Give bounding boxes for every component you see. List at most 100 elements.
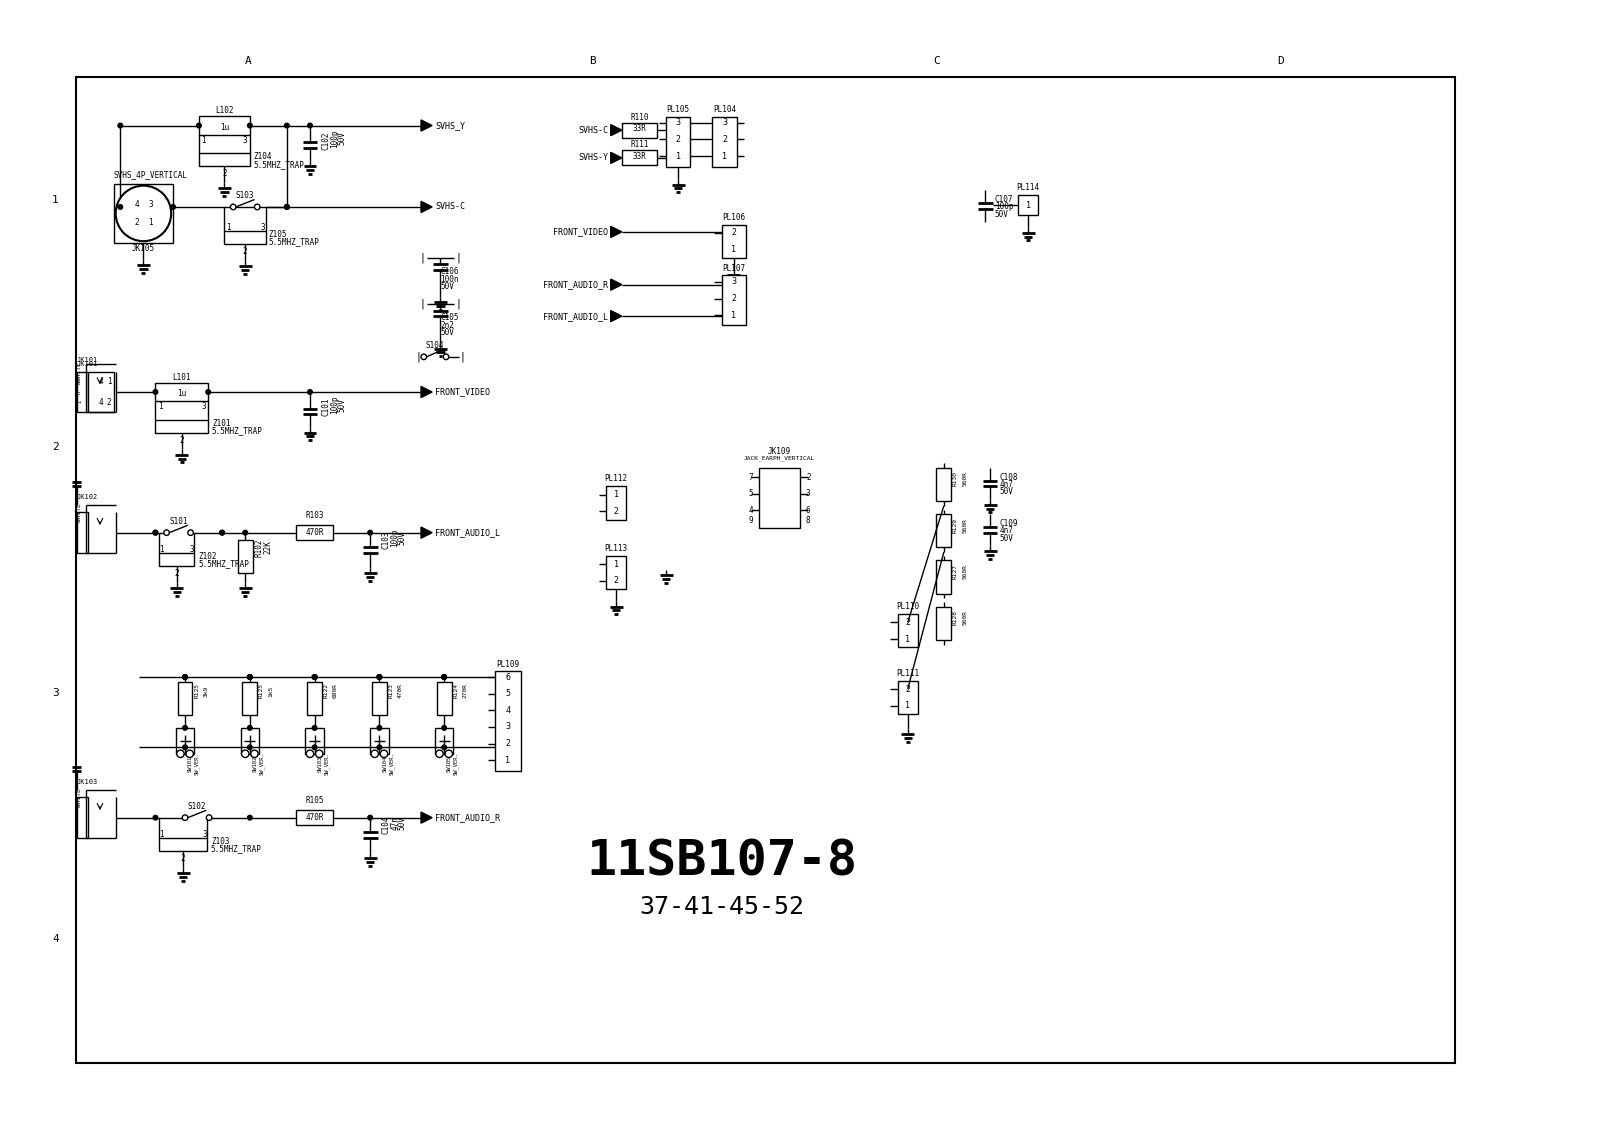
Circle shape [442,675,446,680]
Bar [238,541,253,573]
Text: 4n7: 4n7 [1000,480,1013,489]
Circle shape [378,675,382,680]
Text: 4: 4 [99,398,102,407]
Text: 1: 1 [1026,200,1030,209]
Text: 4: 4 [749,506,754,515]
Circle shape [378,675,382,680]
Text: I: I [77,399,82,403]
Circle shape [182,745,187,750]
Text: 3: 3 [675,119,680,127]
Text: SW101: SW101 [187,756,194,772]
Circle shape [312,675,317,680]
Text: L102: L102 [214,106,234,115]
Text: 22K: 22K [264,541,272,554]
Text: R123: R123 [389,683,394,698]
Circle shape [442,745,446,750]
Circle shape [248,815,253,820]
Circle shape [230,205,235,209]
Text: PL110: PL110 [896,602,920,611]
Bar [296,525,333,541]
Text: C107: C107 [995,195,1013,204]
Text: 2: 2 [731,294,736,303]
Text: 470R: 470R [398,683,403,698]
Circle shape [118,205,123,209]
Text: 1: 1 [906,634,910,644]
Text: R105: R105 [306,796,323,805]
Text: 1: 1 [614,560,619,569]
Text: 37-41-45-52: 37-41-45-52 [640,896,805,920]
Text: |: | [419,299,426,310]
Text: W: W [77,381,82,385]
Text: S103: S103 [235,191,254,200]
Text: 3: 3 [261,223,264,232]
Text: 1u: 1u [178,389,187,398]
Text: 5.5MHZ_TRAP: 5.5MHZ_TRAP [198,560,250,569]
Text: 5: 5 [749,490,754,499]
Text: SW_VER.: SW_VER. [453,752,459,776]
Bar [114,184,173,243]
Circle shape [182,675,187,680]
Text: 1: 1 [226,223,230,232]
Bar [77,512,88,553]
Circle shape [186,750,194,758]
Text: 2: 2 [134,218,139,227]
Text: 2: 2 [731,228,736,238]
Text: |: | [419,252,426,264]
Text: C103: C103 [381,530,390,550]
Bar [936,515,952,547]
Text: 50V: 50V [338,131,347,146]
Text: FRONT_AUDIO_R: FRONT_AUDIO_R [542,280,608,290]
Circle shape [381,750,387,758]
Circle shape [242,750,250,758]
Text: 50V: 50V [1000,534,1013,543]
Text: PL107: PL107 [722,264,746,273]
Text: R125: R125 [194,683,200,698]
Text: D: D [1277,55,1285,66]
Bar [622,150,658,165]
Text: 5.5MHZ_TRAP: 5.5MHZ_TRAP [211,845,262,854]
Text: R111: R111 [630,140,648,149]
Text: |: | [459,352,466,362]
Circle shape [248,745,253,750]
Bar [77,797,88,838]
Text: SVHS-C: SVHS-C [435,202,466,211]
Text: SVHS_4P_VERTICAL: SVHS_4P_VERTICAL [114,170,187,179]
Text: 50V: 50V [338,398,347,412]
Bar [898,614,918,647]
Text: FRONT_AUDIO_L: FRONT_AUDIO_L [435,528,499,537]
Bar [178,682,192,715]
Polygon shape [421,120,432,131]
Circle shape [315,750,323,758]
Text: SW_VER.: SW_VER. [389,752,394,776]
Circle shape [378,726,382,731]
Bar [155,420,208,433]
Text: 3: 3 [202,403,206,412]
Text: 1: 1 [149,218,152,227]
Bar [158,553,194,566]
Text: FRONT_VIDEO: FRONT_VIDEO [554,227,608,236]
Text: 100n: 100n [440,275,459,284]
Bar [758,468,800,528]
Circle shape [371,750,379,758]
Text: 100p: 100p [330,396,339,414]
Bar [936,606,952,640]
Text: 560R: 560R [962,564,968,579]
Circle shape [163,530,170,535]
Text: 6: 6 [806,506,811,515]
Text: SW105: SW105 [446,756,451,772]
Text: 2: 2 [614,507,619,516]
Text: 100p: 100p [995,202,1013,211]
Circle shape [182,726,187,731]
Circle shape [248,675,253,680]
Circle shape [248,675,253,680]
Circle shape [307,123,312,128]
Text: JK109: JK109 [768,447,790,456]
Circle shape [442,675,446,680]
Polygon shape [611,279,622,291]
Bar [176,728,194,753]
Text: 4: 4 [134,200,139,208]
Circle shape [442,675,446,680]
Bar [437,682,451,715]
Text: 47n: 47n [390,817,400,830]
Circle shape [285,205,290,209]
